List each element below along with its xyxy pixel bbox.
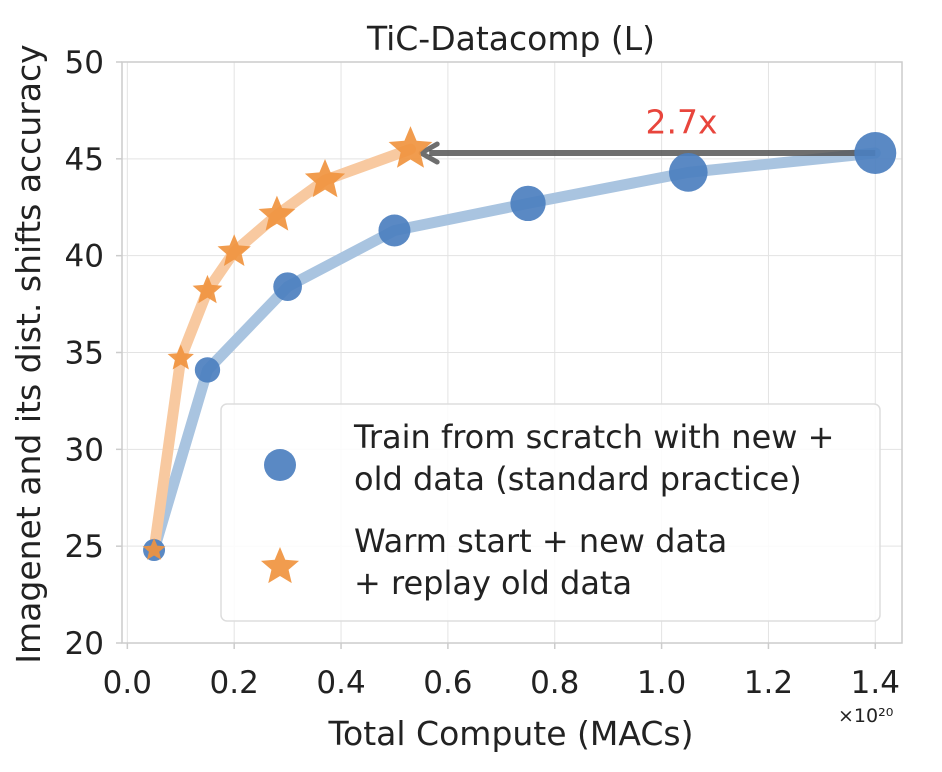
annotation-label: 2.7x (646, 103, 718, 142)
x-axis-offset-label: ×10²⁰ (838, 705, 893, 727)
legend: Train from scratch with new + old data (s… (220, 403, 881, 622)
legend-label: old data (standard practice) (354, 460, 802, 498)
y-tick-label: 40 (65, 239, 104, 275)
y-tick-label: 50 (65, 45, 104, 81)
x-tick-label: 1.4 (851, 665, 900, 701)
data-point-circle (668, 153, 708, 192)
data-point-star (217, 234, 251, 266)
data-point-circle (510, 185, 546, 222)
data-point-circle (378, 214, 411, 247)
data-point-star (258, 195, 296, 231)
plot-frame (121, 61, 903, 644)
x-tick-label: 0.4 (316, 665, 365, 701)
axes: 0.0 0.2 0.4 0.6 0.8 1.0 1.2 1.4 20 25 30 35 40 45 50 (65, 45, 903, 701)
series-markers (142, 126, 897, 562)
legend-label: Warm start + new data (354, 522, 727, 560)
x-tick-label: 0.6 (423, 665, 472, 701)
legend-label: Train from scratch with new + (353, 418, 834, 456)
y-axis-title: Imagenet and its dist. shifts accuracy (9, 44, 48, 663)
data-point-star (167, 344, 194, 370)
x-axis-title: Total Compute (MACs) (328, 714, 694, 753)
x-tick-label: 0.2 (210, 665, 259, 701)
data-point-star (388, 126, 433, 168)
y-tick-label: 25 (65, 529, 104, 565)
y-tick-label: 20 (65, 626, 104, 662)
data-point-star (142, 538, 166, 560)
x-tick-label: 0.8 (530, 665, 579, 701)
legend-marker-star (260, 547, 300, 584)
chart-title: TiC-Datacomp (L) (366, 19, 655, 58)
data-point-star (304, 158, 346, 198)
data-point-circle (273, 272, 302, 301)
annotation-arrow-head (418, 141, 440, 165)
data-point-circle (854, 132, 897, 175)
legend-box (220, 403, 881, 622)
x-tick-label: 1.2 (744, 665, 793, 701)
x-tick-label: 0.0 (103, 665, 152, 701)
x-tick-label: 1.0 (637, 665, 686, 701)
annotation: 2.7x (418, 103, 876, 165)
y-tick-label: 30 (65, 432, 104, 468)
data-point-star (192, 274, 223, 304)
y-tick-label: 45 (65, 142, 104, 178)
y-tick-label: 35 (65, 336, 104, 372)
legend-marker-circle (264, 449, 296, 481)
legend-label: + replay old data (354, 564, 632, 602)
data-point-circle (194, 357, 221, 383)
